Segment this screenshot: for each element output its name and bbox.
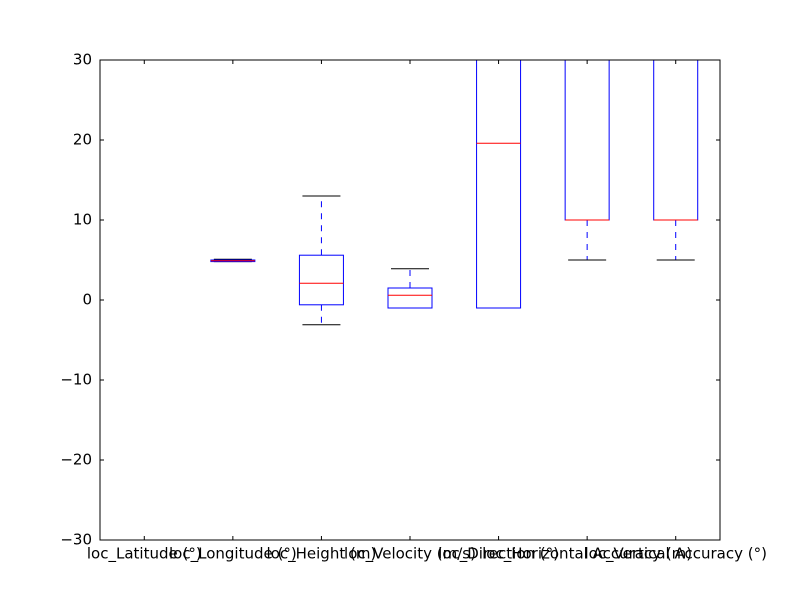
box [387, 287, 433, 309]
box [476, 60, 522, 309]
y-tick-label: −10 [60, 371, 92, 389]
y-tick-label: 10 [73, 211, 92, 229]
y-tick-label: 30 [73, 51, 92, 69]
y-tick-label: 0 [82, 291, 92, 309]
x-tick-label: loc_Longitude (°) [169, 545, 297, 564]
x-tick-label: loc_Horizontal Accuracy (m) [482, 545, 692, 564]
y-tick-label: −30 [60, 531, 92, 549]
x-tick-label: loc_Vertical Accuracy (°) [584, 545, 766, 564]
x-tick-label: loc_Height (m) [267, 545, 377, 564]
plot-area [210, 60, 699, 326]
y-tick-label: −20 [60, 451, 92, 469]
y-tick-label: 20 [73, 131, 92, 149]
x-tick-label: loc_Velocity (m/s) [344, 545, 476, 564]
box [298, 254, 344, 306]
x-tick-label: loc_Latitude (°) [87, 545, 202, 564]
x-tick-label: loc_Direction (°) [438, 545, 559, 564]
